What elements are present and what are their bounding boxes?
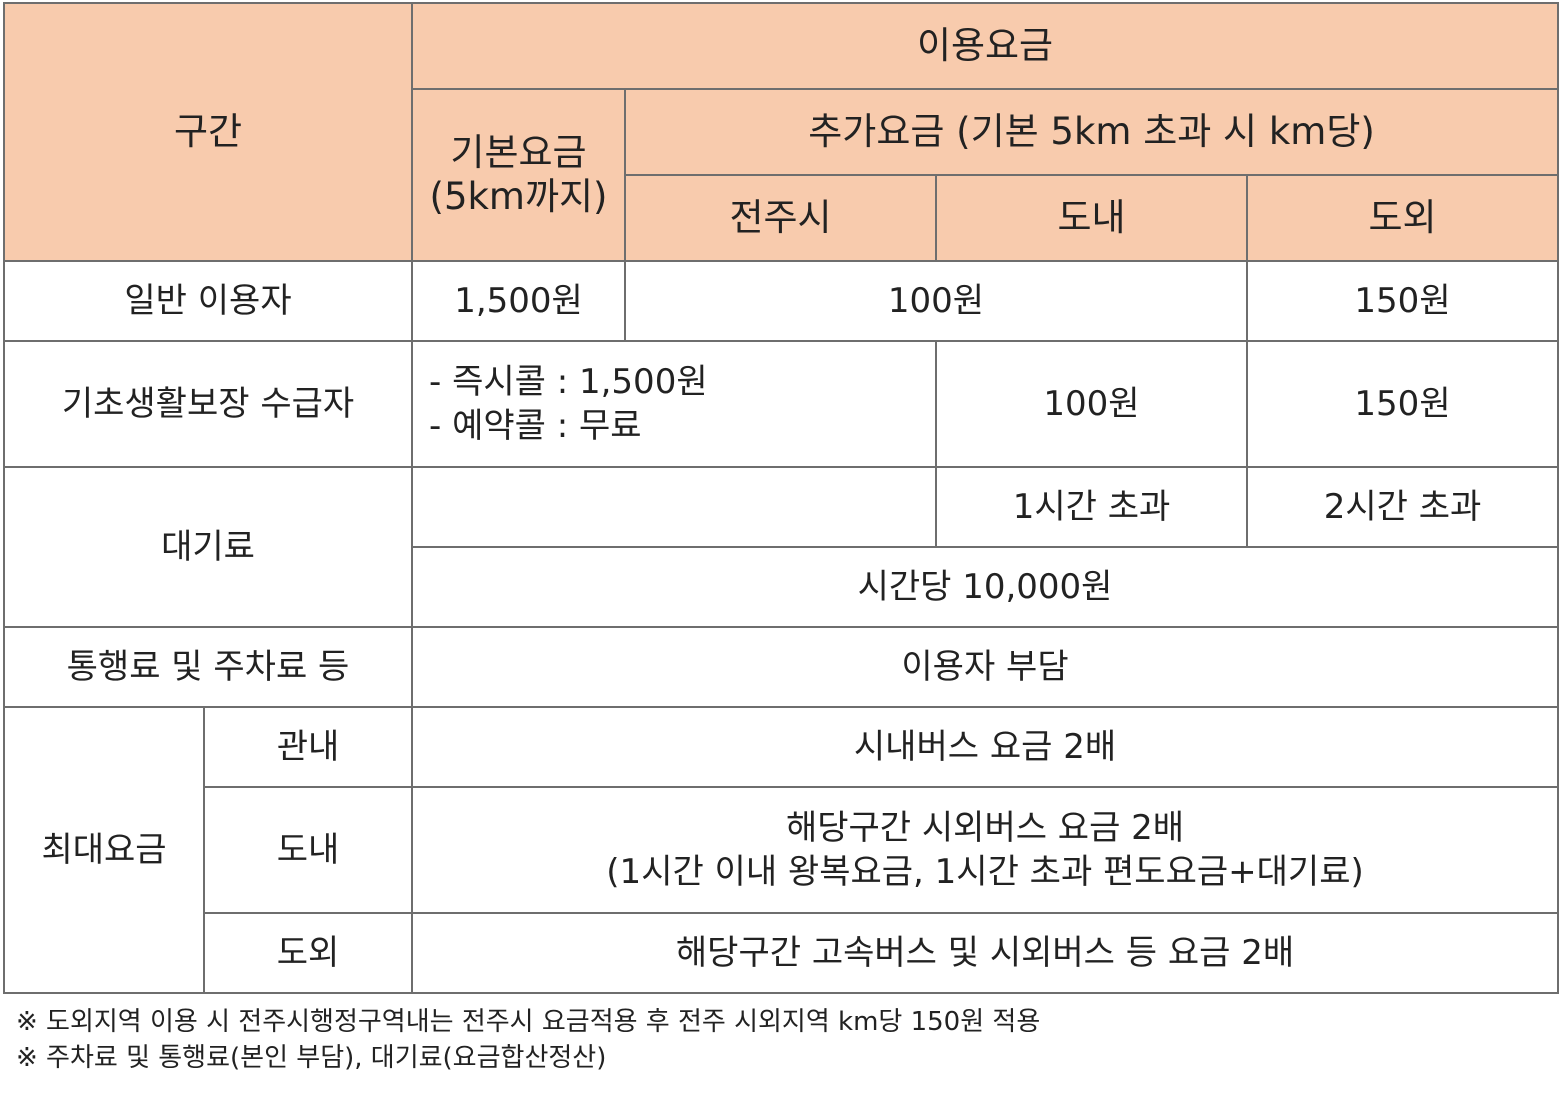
row-max-label: 최대요금 — [3, 706, 205, 994]
row-max-in-label: 도내 — [203, 786, 413, 914]
row-max-out-label: 도외 — [203, 912, 413, 994]
reserved-call-text: - 예약콜 : 무료 — [429, 406, 642, 446]
row-waiting-empty — [411, 466, 937, 548]
footnote: ※ 주차료 및 통행료(본인 부담), 대기료(요금합산정산) — [16, 1043, 607, 1073]
header-base-fare-line1: 기본요금 — [450, 131, 587, 174]
footnote: ※ 도외지역 이용 시 전주시행정구역내는 전주시 요금적용 후 전주 시외지역… — [16, 1007, 1041, 1037]
row-waiting-out: 2시간 초과 — [1245, 466, 1560, 548]
row-basic-out: 150원 — [1245, 340, 1560, 468]
header-base-fare: 기본요금 (5km까지) — [411, 88, 626, 262]
row-waiting-label: 대기료 — [3, 466, 413, 628]
row-general-base: 1,500원 — [411, 260, 626, 342]
row-general-in: 100원 — [624, 260, 1248, 342]
header-in-province: 도내 — [935, 174, 1248, 262]
instant-call-text: - 즉시콜 : 1,500원 — [429, 362, 708, 402]
header-section: 구간 — [3, 2, 413, 262]
row-waiting-rate: 시간당 10,000원 — [410, 546, 1560, 628]
header-fare: 이용요금 — [410, 2, 1560, 90]
row-max-in-value: 해당구간 시외버스 요금 2배 (1시간 이내 왕복요금, 1시간 초과 편도요… — [410, 786, 1560, 914]
fare-table: 구간 이용요금 기본요금 (5km까지) 추가요금 (기본 5km 초과 시 k… — [3, 2, 1560, 994]
max-in-value-line1: 해당구간 시외버스 요금 2배 — [785, 808, 1185, 848]
row-tolls-label: 통행료 및 주차료 등 — [3, 626, 413, 708]
row-tolls-value: 이용자 부담 — [410, 626, 1560, 708]
footnotes: ※ 도외지역 이용 시 전주시행정구역내는 전주시 요금적용 후 전주 시외지역… — [16, 1004, 1040, 1076]
row-basic-label: 기초생활보장 수급자 — [3, 340, 413, 468]
row-max-local-label: 관내 — [203, 706, 413, 788]
row-general-out: 150원 — [1245, 260, 1560, 342]
row-max-local-value: 시내버스 요금 2배 — [410, 706, 1560, 788]
row-basic-base: - 즉시콜 : 1,500원 - 예약콜 : 무료 — [411, 340, 937, 468]
header-jeonju: 전주시 — [624, 174, 937, 262]
header-out-province: 도외 — [1245, 174, 1560, 262]
max-in-value-line2: (1시간 이내 왕복요금, 1시간 초과 편도요금+대기료) — [606, 852, 1364, 892]
header-base-fare-line2: (5km까지) — [429, 175, 608, 218]
row-general-label: 일반 이용자 — [3, 260, 413, 342]
row-max-out-value: 해당구간 고속버스 및 시외버스 등 요금 2배 — [410, 912, 1560, 994]
row-waiting-in: 1시간 초과 — [935, 466, 1248, 548]
row-basic-in: 100원 — [935, 340, 1248, 468]
header-extra-fare: 추가요금 (기본 5km 초과 시 km당) — [623, 88, 1560, 176]
